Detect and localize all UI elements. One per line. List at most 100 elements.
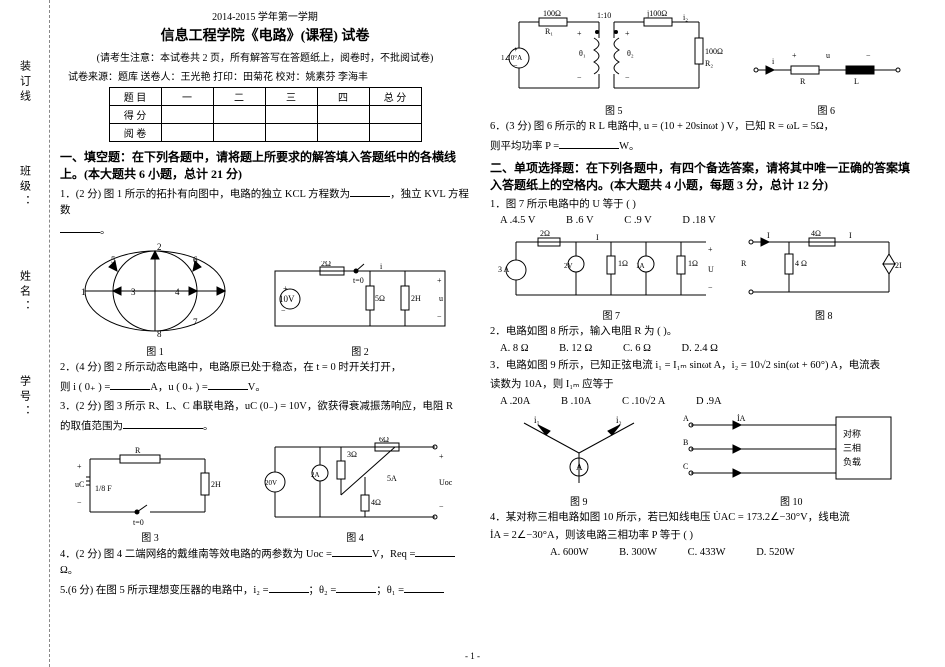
- table-row: 题 目 一 二 三 四 总 分: [109, 88, 421, 106]
- svg-text:uC: uC: [75, 480, 84, 489]
- choice-a: A. 600W: [550, 547, 589, 558]
- s2q4-text: 4．某对称三相电路如图 10 所示，若已知线电压 U̇AC = 173.2∠−3…: [490, 512, 850, 523]
- svg-text:L: L: [854, 77, 859, 86]
- svg-text:100Ω: 100Ω: [543, 10, 561, 18]
- fig5-svg: 100Ω R₁ 1∠0°A + − 1:10 + θ₁ − + θ₂ − j10…: [499, 10, 729, 100]
- s2q4b: İA = 2∠−30°A，则该电路三相功率 P 等于 ( ): [490, 528, 915, 544]
- fig9-box: i₁ i₂ A 图 9: [504, 411, 654, 508]
- choice-a: A. 8 Ω: [500, 343, 529, 354]
- fig4-box: 20V 2A 3Ω 6Ω 4Ω 5A + Uoc − 图 4: [255, 437, 455, 544]
- choice-a: A .20A: [500, 396, 530, 407]
- svg-text:+: +: [513, 45, 518, 54]
- blank: [415, 546, 455, 557]
- svg-text:+: +: [437, 276, 442, 285]
- fig10-svg: A B C İA 对称三相负载: [681, 411, 901, 491]
- q2b: 则 i ( 0₊ ) =A，u ( 0₊ ) =V。: [60, 379, 470, 396]
- svg-text:+: +: [77, 462, 82, 471]
- s2q3: 3．电路如图 9 所示，已知正弦电流 i₁ = I₁ₘ sinωt A，i₂ =…: [490, 358, 915, 374]
- svg-text:2A: 2A: [311, 471, 320, 479]
- fig6-svg: i R L + u −: [746, 40, 906, 100]
- q4: 4．(2 分) 图 4 二端网络的戴维南等效电路的两参数为 Uoc =V，Req…: [60, 546, 470, 579]
- svg-text:u: u: [439, 294, 443, 303]
- svg-text:1/8 F: 1/8 F: [95, 484, 112, 493]
- q1c: 。: [60, 222, 470, 239]
- q6-text-c: W。: [619, 141, 639, 152]
- blank: [336, 582, 376, 593]
- fig-caption: 图 3: [75, 529, 225, 544]
- svg-text:4: 4: [175, 287, 180, 297]
- q6-text: 6．(3 分) 图 6 所示的 R L 电路中, u = (10 + 20sin…: [490, 121, 834, 132]
- fig9-svg: i₁ i₂ A: [504, 411, 654, 491]
- q4-text-c: Ω。: [60, 565, 78, 576]
- section2-title: 二、单项选择题：在下列各题中，有四个备选答案，请将其中唯一正确的答案填入答题纸上…: [490, 159, 915, 193]
- svg-text:1Ω: 1Ω: [688, 259, 698, 268]
- term-line: 2014-2015 学年第一学期: [60, 8, 470, 23]
- svg-text:−: −: [577, 73, 582, 82]
- q2: 2．(4 分) 图 2 所示动态电路中，电路原已处于稳态，在 t = 0 时开关…: [60, 360, 470, 376]
- source-line: 试卷来源：题库 送卷人：王光艳 打印：田菊花 校对：姚素芬 李海丰: [60, 68, 470, 83]
- th: 三: [265, 88, 317, 106]
- svg-text:8: 8: [157, 329, 162, 339]
- svg-text:6Ω: 6Ω: [379, 437, 389, 444]
- svg-text:I: I: [596, 233, 599, 242]
- svg-text:θ₁: θ₁: [579, 49, 586, 58]
- svg-text:R: R: [800, 77, 806, 86]
- q1-text-c: 。: [100, 225, 111, 236]
- svg-text:10V: 10V: [279, 294, 295, 304]
- svg-text:1: 1: [81, 287, 86, 297]
- svg-text:1∠0°A: 1∠0°A: [501, 54, 522, 62]
- svg-text:i₂: i₂: [683, 13, 688, 22]
- fig-row-3-4: + − uC 1/8 F R 2H t=0 图 3: [60, 437, 470, 544]
- svg-text:+: +: [577, 29, 582, 38]
- q2-text-b: 则 i ( 0₊ ) =: [60, 382, 110, 393]
- right-column: 100Ω R₁ 1∠0°A + − 1:10 + θ₁ − + θ₂ − j10…: [480, 0, 925, 667]
- svg-text:I: I: [767, 231, 770, 240]
- svg-text:2H: 2H: [211, 480, 221, 489]
- svg-text:+: +: [439, 452, 444, 461]
- fig7-box: 3 A 2Ω 2V 1Ω 1A 1Ω + U − I 图 7: [496, 230, 726, 322]
- s2q2: 2．电路如图 8 所示，输入电阻 R 为 ( )。: [490, 324, 915, 340]
- fig2-box: + − 10V 2Ω t=0 5Ω 2H + − u i 图 2: [265, 261, 455, 358]
- s2q3-text-b: 读数为 10A，则 I₁ₘ 应等于: [490, 379, 614, 390]
- left-column: 2014-2015 学年第一学期 信息工程学院《电路》(课程) 试卷 (请考生注…: [50, 0, 480, 667]
- svg-text:1A: 1A: [636, 262, 645, 270]
- s2q4-text-b: İA = 2∠−30°A，则该电路三相功率 P 等于 ( ): [490, 530, 693, 541]
- fig-row-5-6: 100Ω R₁ 1∠0°A + − 1:10 + θ₁ − + θ₂ − j10…: [490, 10, 915, 117]
- svg-text:−: −: [77, 498, 82, 507]
- fig-caption: 图 4: [255, 529, 455, 544]
- blank: [404, 582, 444, 593]
- fig-row-7-8: 3 A 2Ω 2V 1Ω 1A 1Ω + U − I 图 7: [490, 230, 915, 322]
- title-line: 信息工程学院《电路》(课程) 试卷: [60, 25, 470, 45]
- q3-text-b: 的取值范围为: [60, 421, 123, 432]
- blank: [559, 138, 619, 149]
- svg-text:5A: 5A: [387, 474, 397, 483]
- svg-text:+: +: [283, 284, 288, 293]
- svg-text:t=0: t=0: [133, 518, 144, 527]
- choice-c: C .9 V: [624, 215, 652, 226]
- fig8-box: R 4 Ω 4Ω 2I I I 图 8: [739, 230, 909, 322]
- fig-caption: 图 10: [681, 493, 901, 508]
- choice-d: D .9A: [696, 396, 722, 407]
- q3: 3．(2 分) 图 3 所示 R、L、C 串联电路，uC (0₋) = 10V，…: [60, 399, 470, 415]
- svg-text:100Ω: 100Ω: [705, 47, 723, 56]
- svg-text:4 Ω: 4 Ω: [795, 259, 807, 268]
- q6b: 则平均功率 P =W。: [490, 138, 915, 155]
- svg-text:对称三相负载: 对称三相负载: [843, 428, 861, 467]
- svg-text:Uoc: Uoc: [439, 478, 453, 487]
- svg-text:+: +: [792, 51, 797, 60]
- svg-text:R: R: [135, 447, 141, 455]
- svg-text:1:10: 1:10: [597, 11, 611, 20]
- q5-text-b: ；θ₂ =: [309, 585, 337, 596]
- svg-text:R₁: R₁: [545, 27, 553, 36]
- svg-text:A: A: [576, 462, 583, 472]
- q3-text-c: 。: [203, 421, 214, 432]
- choice-c: C .10√2 A: [622, 396, 665, 407]
- fig4-svg: 20V 2A 3Ω 6Ω 4Ω 5A + Uoc −: [255, 437, 455, 527]
- fig10-box: A B C İA 对称三相负载 图 10: [681, 411, 901, 508]
- fig-caption: 图 2: [265, 343, 455, 358]
- svg-text:4Ω: 4Ω: [811, 230, 821, 238]
- s2q4-choices: A. 600W B. 300W C. 433W D. 520W: [490, 547, 915, 558]
- table-row: 阅 卷: [109, 124, 421, 142]
- svg-text:4Ω: 4Ω: [371, 498, 381, 507]
- q5-text: 5.(6 分) 在图 5 所示理想变压器的电路中，i₂ =: [60, 585, 269, 596]
